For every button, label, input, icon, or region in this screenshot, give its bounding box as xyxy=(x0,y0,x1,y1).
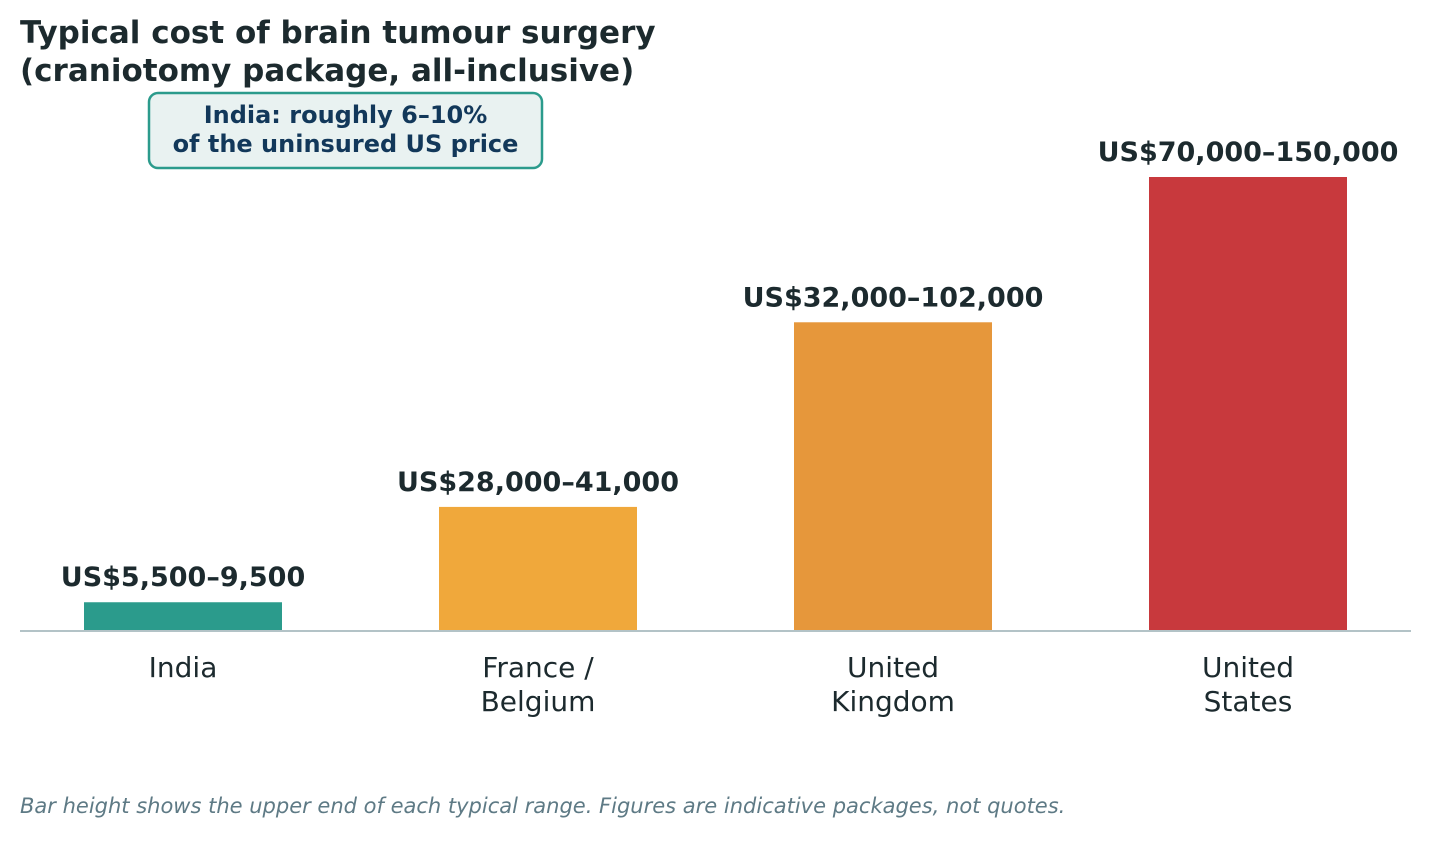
bar-1 xyxy=(439,506,637,631)
value-label-0: US$5,500–9,500 xyxy=(61,562,305,593)
bar-2 xyxy=(794,322,992,631)
bars-layer xyxy=(84,177,1347,631)
x-tick-label-0: India xyxy=(149,651,218,684)
footnote: Bar height shows the upper end of each t… xyxy=(20,794,1066,818)
chart-title: Typical cost of brain tumour surgery (cr… xyxy=(20,15,656,89)
value-label-1: US$28,000–41,000 xyxy=(397,467,679,498)
value-label-3: US$70,000–150,000 xyxy=(1098,137,1399,168)
x-tick-label-1: France / Belgium xyxy=(481,651,596,718)
annotation-callout: India: roughly 6–10% of the uninsured US … xyxy=(147,91,544,170)
annotation-text: India: roughly 6–10% of the uninsured US … xyxy=(173,101,519,158)
value-labels-layer: US$5,500–9,500 US$28,000–41,000 US$32,000–… xyxy=(61,137,1399,593)
value-label-2: US$32,000–102,000 xyxy=(743,282,1044,313)
bar-0 xyxy=(84,602,282,631)
x-tick-label-2: United Kingdom xyxy=(831,651,955,718)
x-tick-label-3: United States xyxy=(1202,651,1294,718)
bar-3 xyxy=(1149,177,1347,631)
x-tick-labels-layer: India France / Belgium United Kingdom United S… xyxy=(149,651,1294,718)
annotation-box xyxy=(147,91,544,170)
